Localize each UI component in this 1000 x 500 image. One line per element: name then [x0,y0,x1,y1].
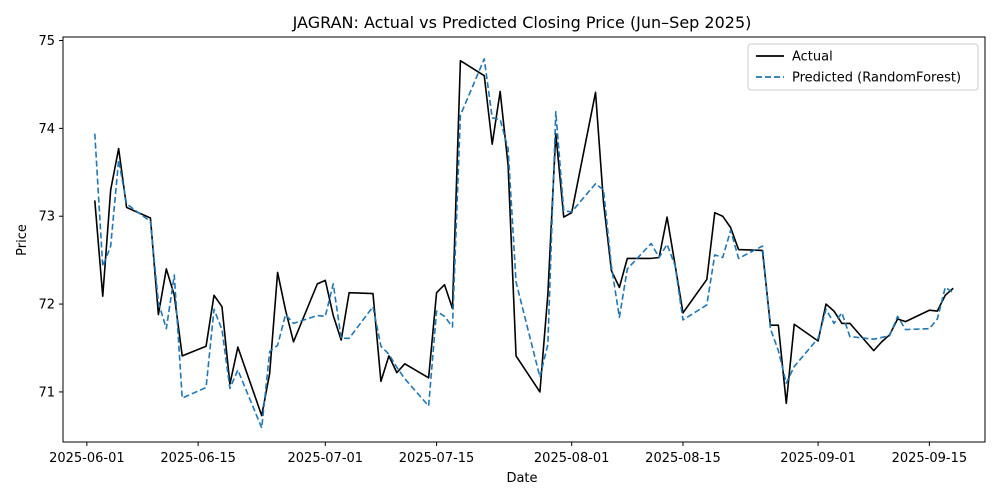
plot-area [93,58,954,429]
x-tick-label: 2025-08-01 [534,451,610,466]
y-tick-label: 74 [38,122,55,137]
legend-label: Predicted (RandomForest) [792,71,961,86]
x-tick-label: 2025-07-01 [288,451,364,466]
legend-label: Actual [792,50,833,65]
y-axis-label: Price [15,224,30,256]
x-tick-label: 2025-06-01 [49,451,125,466]
y-tick-label: 72 [38,298,55,313]
axes: 2025-06-01 2025-06-15 2025-07-01 2025-07-15… [38,34,986,466]
series-line-predicted [93,58,954,429]
y-tick-label: 71 [38,385,55,400]
plot-frame [62,36,986,443]
x-tick-label: 2025-09-01 [780,451,856,466]
x-tick-label: 2025-09-15 [892,451,968,466]
x-tick-label: 2025-06-15 [160,451,236,466]
y-tick-label: 75 [38,34,55,49]
legend: Actual Predicted (RandomForest) [747,43,979,91]
legend-box [747,43,979,91]
x-axis-label: Date [506,471,537,486]
chart-title: JAGRAN: Actual vs Predicted Closing Pric… [292,13,752,32]
y-tick-label: 73 [38,210,55,225]
series-line-actual [93,59,954,417]
x-tick-label: 2025-07-15 [399,451,475,466]
x-tick-label: 2025-08-15 [645,451,721,466]
